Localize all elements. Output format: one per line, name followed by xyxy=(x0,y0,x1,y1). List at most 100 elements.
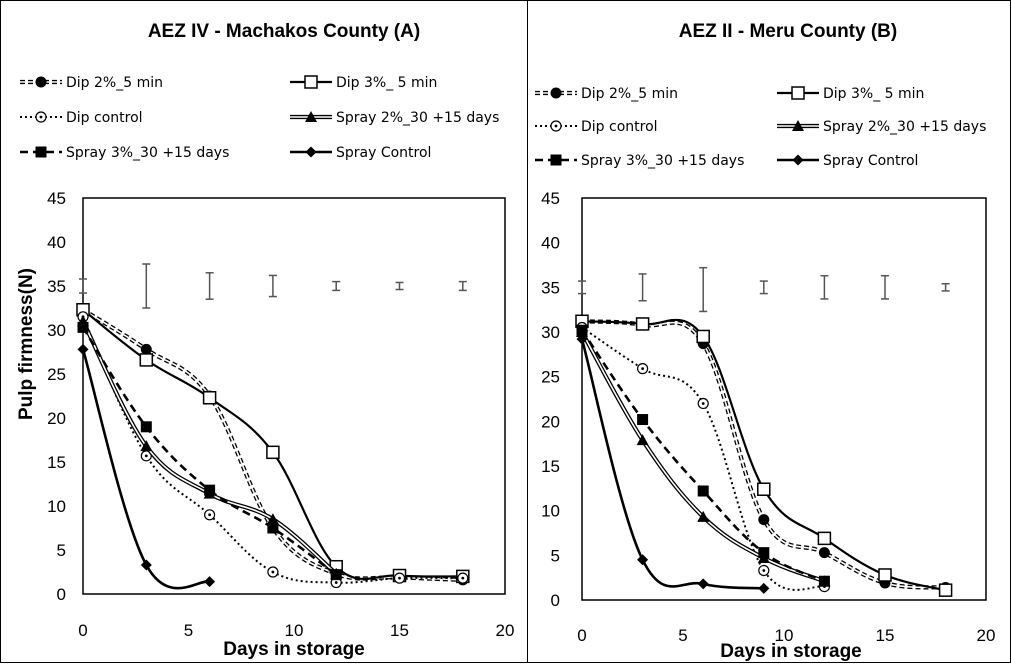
y-tick-label-a: 15 xyxy=(47,453,66,472)
error-bar-b xyxy=(820,274,829,300)
legend-marker-dip3 xyxy=(304,75,318,89)
data-point-spray2 xyxy=(636,434,649,446)
legend-label-dip2: Dip 2%_5 min xyxy=(66,75,163,91)
error-bar-b xyxy=(941,283,950,292)
y-tick-label-a: 25 xyxy=(47,365,66,384)
plot-area-a xyxy=(82,197,506,595)
data-point-dip3 xyxy=(139,353,154,367)
data-point-spray3 xyxy=(637,414,649,426)
y-tick-label-b: 25 xyxy=(541,368,560,387)
data-point-dip3 xyxy=(635,317,650,331)
data-point-dipctl xyxy=(636,363,649,375)
data-point-dip2 xyxy=(758,514,770,526)
data-point-dip3 xyxy=(878,568,892,582)
legend-marker-dip2 xyxy=(35,76,47,88)
legend-b: Dip 2%_5 min Dip 3%_ 5 min Dip control Spra… xyxy=(535,86,986,169)
series-dip3-b xyxy=(575,314,953,597)
legend-marker-sprayctl xyxy=(792,154,804,166)
data-point-dip3 xyxy=(266,445,280,460)
y-tick-label-b: 20 xyxy=(541,412,560,431)
data-point-spray3 xyxy=(576,324,588,336)
data-point-dipctl xyxy=(204,509,216,521)
x-tick-label-b: 15 xyxy=(876,626,895,645)
y-tick-label-a: 35 xyxy=(47,277,66,296)
legend-label-sprayctl: Spray Control xyxy=(823,153,918,169)
series-dipctl-b xyxy=(576,321,831,593)
series-spray3-line xyxy=(580,329,825,583)
data-point-dip2 xyxy=(140,343,152,355)
chart-title-a: AEZ IV - Machakos County (A) xyxy=(148,21,420,42)
error-bar-b xyxy=(881,274,889,300)
series-sprayctl-b xyxy=(576,333,770,594)
data-point-spray2 xyxy=(140,440,153,452)
y-axis-title-a: Pulp firmness(N) xyxy=(16,268,37,420)
legend-marker-spray2 xyxy=(305,111,317,122)
x-tick-label-b: 0 xyxy=(577,626,586,645)
series-sprayctl-a xyxy=(77,343,216,590)
data-point-dip3 xyxy=(202,391,217,405)
y-tick-label-b: 35 xyxy=(541,278,560,297)
x-tick-label-a: 15 xyxy=(390,621,409,640)
data-point-sprayctl xyxy=(204,576,216,588)
y-tick-label-a: 30 xyxy=(47,321,66,340)
data-point-dipctl xyxy=(457,572,469,584)
y-tick-label-a: 40 xyxy=(47,233,66,252)
legend-label-dip3: Dip 3%_ 5 min xyxy=(336,75,437,91)
data-point-dipctl xyxy=(758,564,770,577)
x-axis-title-a: Days in storage xyxy=(223,639,365,660)
error-bar-b xyxy=(578,280,586,295)
series-spray3-b xyxy=(576,324,830,587)
legend-label-spray3: Spray 3%_30 +15 days xyxy=(581,153,744,169)
error-bar-b xyxy=(638,273,647,302)
error-bar-a xyxy=(79,278,87,294)
series-dip3-line xyxy=(82,308,463,581)
data-point-sprayctl xyxy=(637,554,649,566)
x-tick-label-b: 10 xyxy=(775,626,794,645)
y-tick-label-b: 0 xyxy=(551,591,560,610)
error-bar-a xyxy=(268,274,277,298)
legend-label-dipctl: Dip control xyxy=(581,119,658,135)
chart-title-b: AEZ II - Meru County (B) xyxy=(679,21,897,42)
error-bar-a xyxy=(205,272,214,300)
error-bar-a xyxy=(395,281,404,291)
legend-marker-dipctl xyxy=(550,120,562,132)
x-tick-label-a: 10 xyxy=(285,621,304,640)
plot-area-b xyxy=(581,197,987,601)
series-spray2-a xyxy=(77,315,343,579)
legend-a: Dip 2%_5 min Dip 3%_ 5 min Dip control Spra… xyxy=(20,75,499,161)
y-tick-label-a: 20 xyxy=(47,409,66,428)
x-tick-label-a: 0 xyxy=(78,621,87,640)
data-point-sprayctl xyxy=(697,578,709,590)
x-axis-title-b: Days in storage xyxy=(720,641,862,662)
series-sprayctl-line xyxy=(580,338,764,590)
series-spray2-outline xyxy=(81,320,338,576)
legend-label-spray3: Spray 3%_30 +15 days xyxy=(66,145,229,161)
data-point-sprayctl xyxy=(576,333,588,345)
series-spray2-outline xyxy=(580,330,826,584)
legend-label-spray2: Spray 2%_30 +15 days xyxy=(336,110,499,126)
data-point-sprayctl xyxy=(77,343,89,355)
data-point-dip3 xyxy=(938,583,953,597)
legend-label-dip3: Dip 3%_ 5 min xyxy=(823,86,924,102)
legend-label-dip2: Dip 2%_5 min xyxy=(581,86,678,102)
data-point-spray3 xyxy=(697,485,709,497)
data-point-dipctl xyxy=(393,572,406,584)
y-tick-label-b: 45 xyxy=(541,189,560,208)
error-bar-a xyxy=(332,280,341,292)
data-point-spray3 xyxy=(204,484,216,496)
y-tick-label-a: 45 xyxy=(47,189,66,208)
series-sprayctl-line xyxy=(81,349,210,590)
data-point-sprayctl xyxy=(140,559,152,571)
legend-marker-sprayctl xyxy=(305,146,317,158)
y-tick-label-b: 30 xyxy=(541,323,560,342)
error-bar-b xyxy=(699,266,708,313)
data-point-sprayctl xyxy=(758,582,770,594)
data-point-dip3 xyxy=(757,482,771,496)
chart-panel-b: AEZ II - Meru County (B) 0 5 10 15 20 25 30 35 40… xyxy=(535,21,995,662)
y-tick-label-b: 5 xyxy=(551,546,560,565)
data-point-spray2 xyxy=(266,513,279,525)
y-tick-label-a: 5 xyxy=(57,541,66,560)
data-point-spray3 xyxy=(818,575,830,587)
legend-marker-dipctl xyxy=(35,111,47,123)
